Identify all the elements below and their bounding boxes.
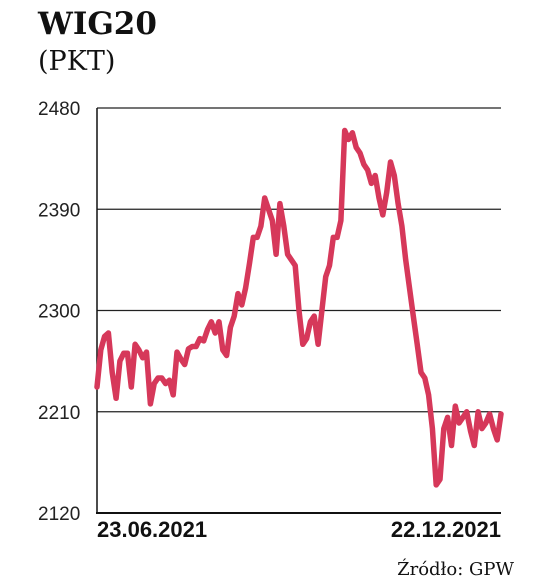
series-line [94,127,504,488]
source-note: Źródło: GPW [397,559,514,580]
y-tick-labels: 2480 2390 2300 2210 2120 [38,99,80,525]
y-tick-label-2120: 2120 [38,504,80,525]
y-tick-label-2210: 2210 [38,403,80,424]
x-tick-label-end: 22.12.2021 [391,517,501,542]
chart-title: WIG20 [38,6,157,42]
y-tick-label-2480: 2480 [38,99,80,120]
x-tick-labels: 23.06.2021 22.12.2021 [97,517,501,542]
y-tick-label-2390: 2390 [38,200,80,221]
gridlines [97,107,501,413]
y-tick-label-2300: 2300 [38,302,80,323]
x-tick-label-start: 23.06.2021 [97,517,207,542]
chart-unit: (PKT) [38,46,116,77]
series-line-group [94,127,504,488]
axes [96,108,501,514]
